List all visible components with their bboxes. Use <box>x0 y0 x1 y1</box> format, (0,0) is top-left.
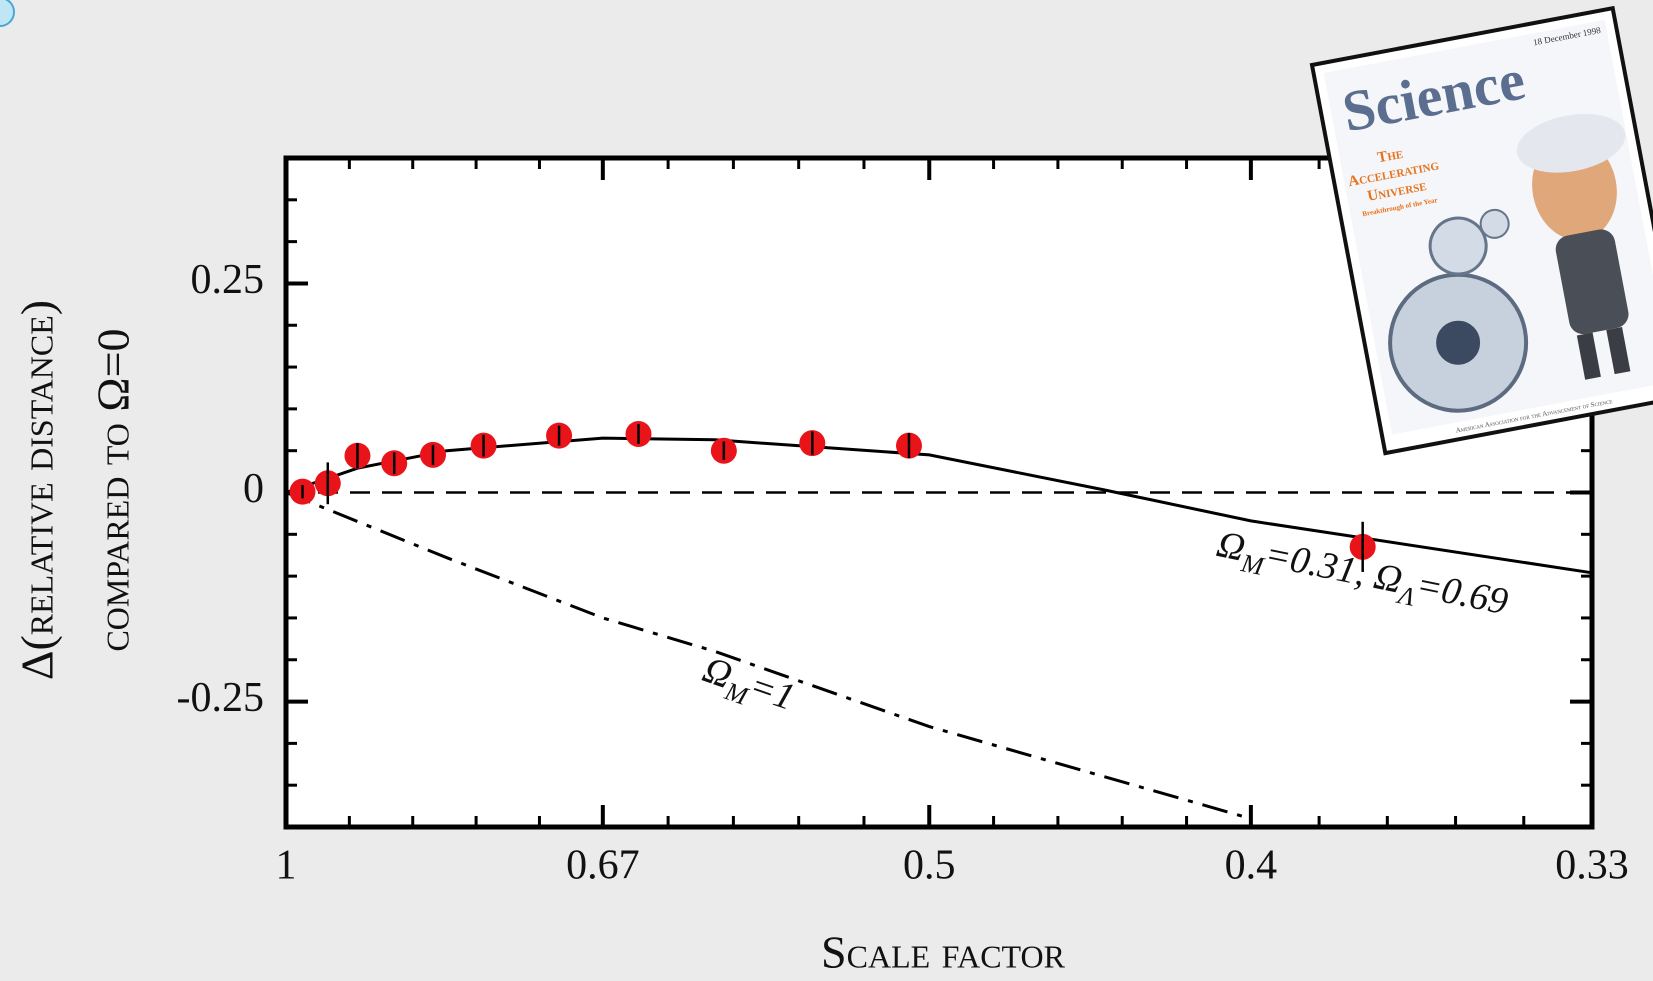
x-axis-title: Scale factor <box>821 927 1066 978</box>
figure-leg <box>1606 326 1631 375</box>
figure-leg <box>1576 332 1601 380</box>
bubble <box>1479 208 1510 239</box>
plot-frame <box>283 155 1595 830</box>
y-axis-title: Δ(relative distance) compared to Ω=0 <box>12 300 139 680</box>
y-axis-title-line: compared to Ω=0 <box>88 328 139 651</box>
x-tick-label: 0.33 <box>1555 843 1629 889</box>
bubble-galaxy <box>1436 320 1481 365</box>
x-tick-label: 0.67 <box>566 843 640 889</box>
cover-headline: The <box>1376 146 1404 167</box>
bullet-decoration <box>0 0 15 27</box>
magazine-cover: 18 December 1998 Science The Acceleratin… <box>1309 5 1653 456</box>
figure-body <box>1555 229 1629 335</box>
y-tick-label: 0.25 <box>191 257 265 303</box>
x-tick-label: 1 <box>276 843 297 889</box>
y-tick-label: -0.25 <box>177 675 265 721</box>
y-axis-title-line: Δ(relative distance) <box>12 300 63 680</box>
bubble <box>1428 216 1488 276</box>
figure-hair <box>1516 113 1626 173</box>
x-tick-label: 0.5 <box>903 843 956 889</box>
y-tick-label: 0 <box>243 466 264 512</box>
x-tick-label: 0.4 <box>1225 843 1278 889</box>
